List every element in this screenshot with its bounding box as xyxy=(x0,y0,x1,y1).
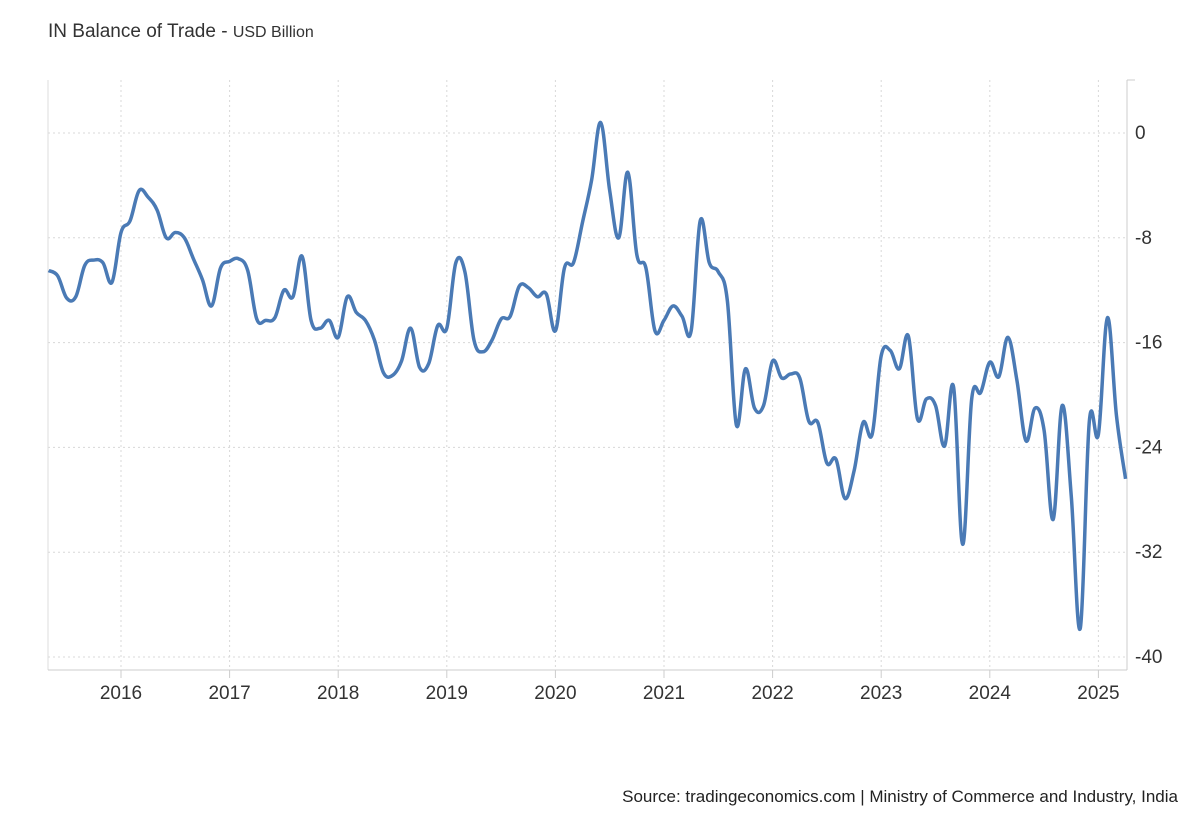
x-tick-label: 2017 xyxy=(208,683,250,704)
y-tick-label: -24 xyxy=(1135,437,1163,458)
chart-title: IN Balance of Trade - USD Billion xyxy=(48,21,314,42)
x-tick-label: 2024 xyxy=(969,683,1012,704)
series-line xyxy=(47,120,1128,632)
x-tick-label: 2016 xyxy=(100,683,142,704)
y-tick-label: -8 xyxy=(1135,228,1152,249)
source-text: Source: tradingeconomics.com | Ministry … xyxy=(622,787,1178,806)
x-tick-label: 2018 xyxy=(317,683,359,704)
y-tick-label: -40 xyxy=(1135,647,1162,668)
unit-label: USD Billion xyxy=(232,24,314,41)
x-tick-label: 2020 xyxy=(534,683,576,704)
x-tick-label: 2022 xyxy=(751,683,793,704)
x-tick-label: 2019 xyxy=(426,683,468,704)
y-tick-label: 0 xyxy=(1135,123,1146,144)
x-tick-label: 2025 xyxy=(1077,683,1119,704)
x-tick-label: 2023 xyxy=(860,683,902,704)
x-tick-label: 2021 xyxy=(643,683,685,704)
y-tick-label: -32 xyxy=(1135,542,1162,563)
y-tick-label: -16 xyxy=(1135,333,1162,354)
title-text: IN Balance of Trade xyxy=(48,21,216,42)
